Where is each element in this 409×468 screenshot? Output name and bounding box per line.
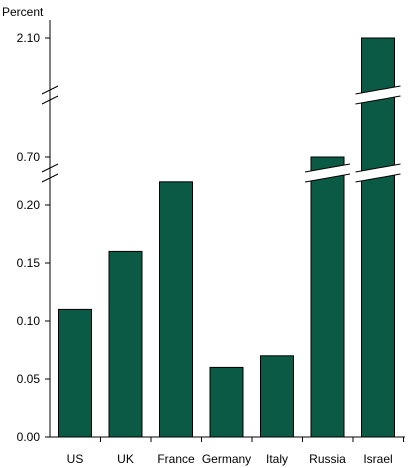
y-tick-label: 0.10 [17,314,41,328]
y-axis: 0.00 0.05 0.10 0.15 0.20 0.70 2.10 [17,20,51,444]
x-tick-label: France [157,452,195,466]
y-tick-label: 0.15 [17,256,41,270]
axis-breaks [41,85,401,183]
x-tick-label: Israel [363,452,392,466]
bars [58,37,395,438]
y-tick-label: 0.20 [17,198,41,212]
russia-bar-break [304,163,351,183]
y-tick-label: 2.10 [17,31,41,45]
y-tick-label: 0.70 [17,150,41,164]
bar-us [58,308,92,438]
bar-germany [209,366,244,438]
bar-france [159,181,193,438]
x-tick-label: Russia [309,452,346,466]
israel-bar-break-upper [355,85,401,105]
y-tick-label: 0.05 [17,372,41,386]
x-tick-label: Germany [202,452,251,466]
bar-italy [260,355,294,438]
x-tick-label: US [67,452,84,466]
x-tick-label: UK [117,452,134,466]
bar-uk [108,250,143,438]
y-axis-label: Percent [2,5,44,19]
israel-bar-break-lower [355,163,401,183]
x-axis: US UK France Germany Italy Russia Israel [50,436,405,466]
x-tick-label: Italy [266,452,288,466]
y-tick-label: 0.00 [17,430,41,444]
bar-russia [310,156,345,438]
bar-israel [361,37,395,438]
